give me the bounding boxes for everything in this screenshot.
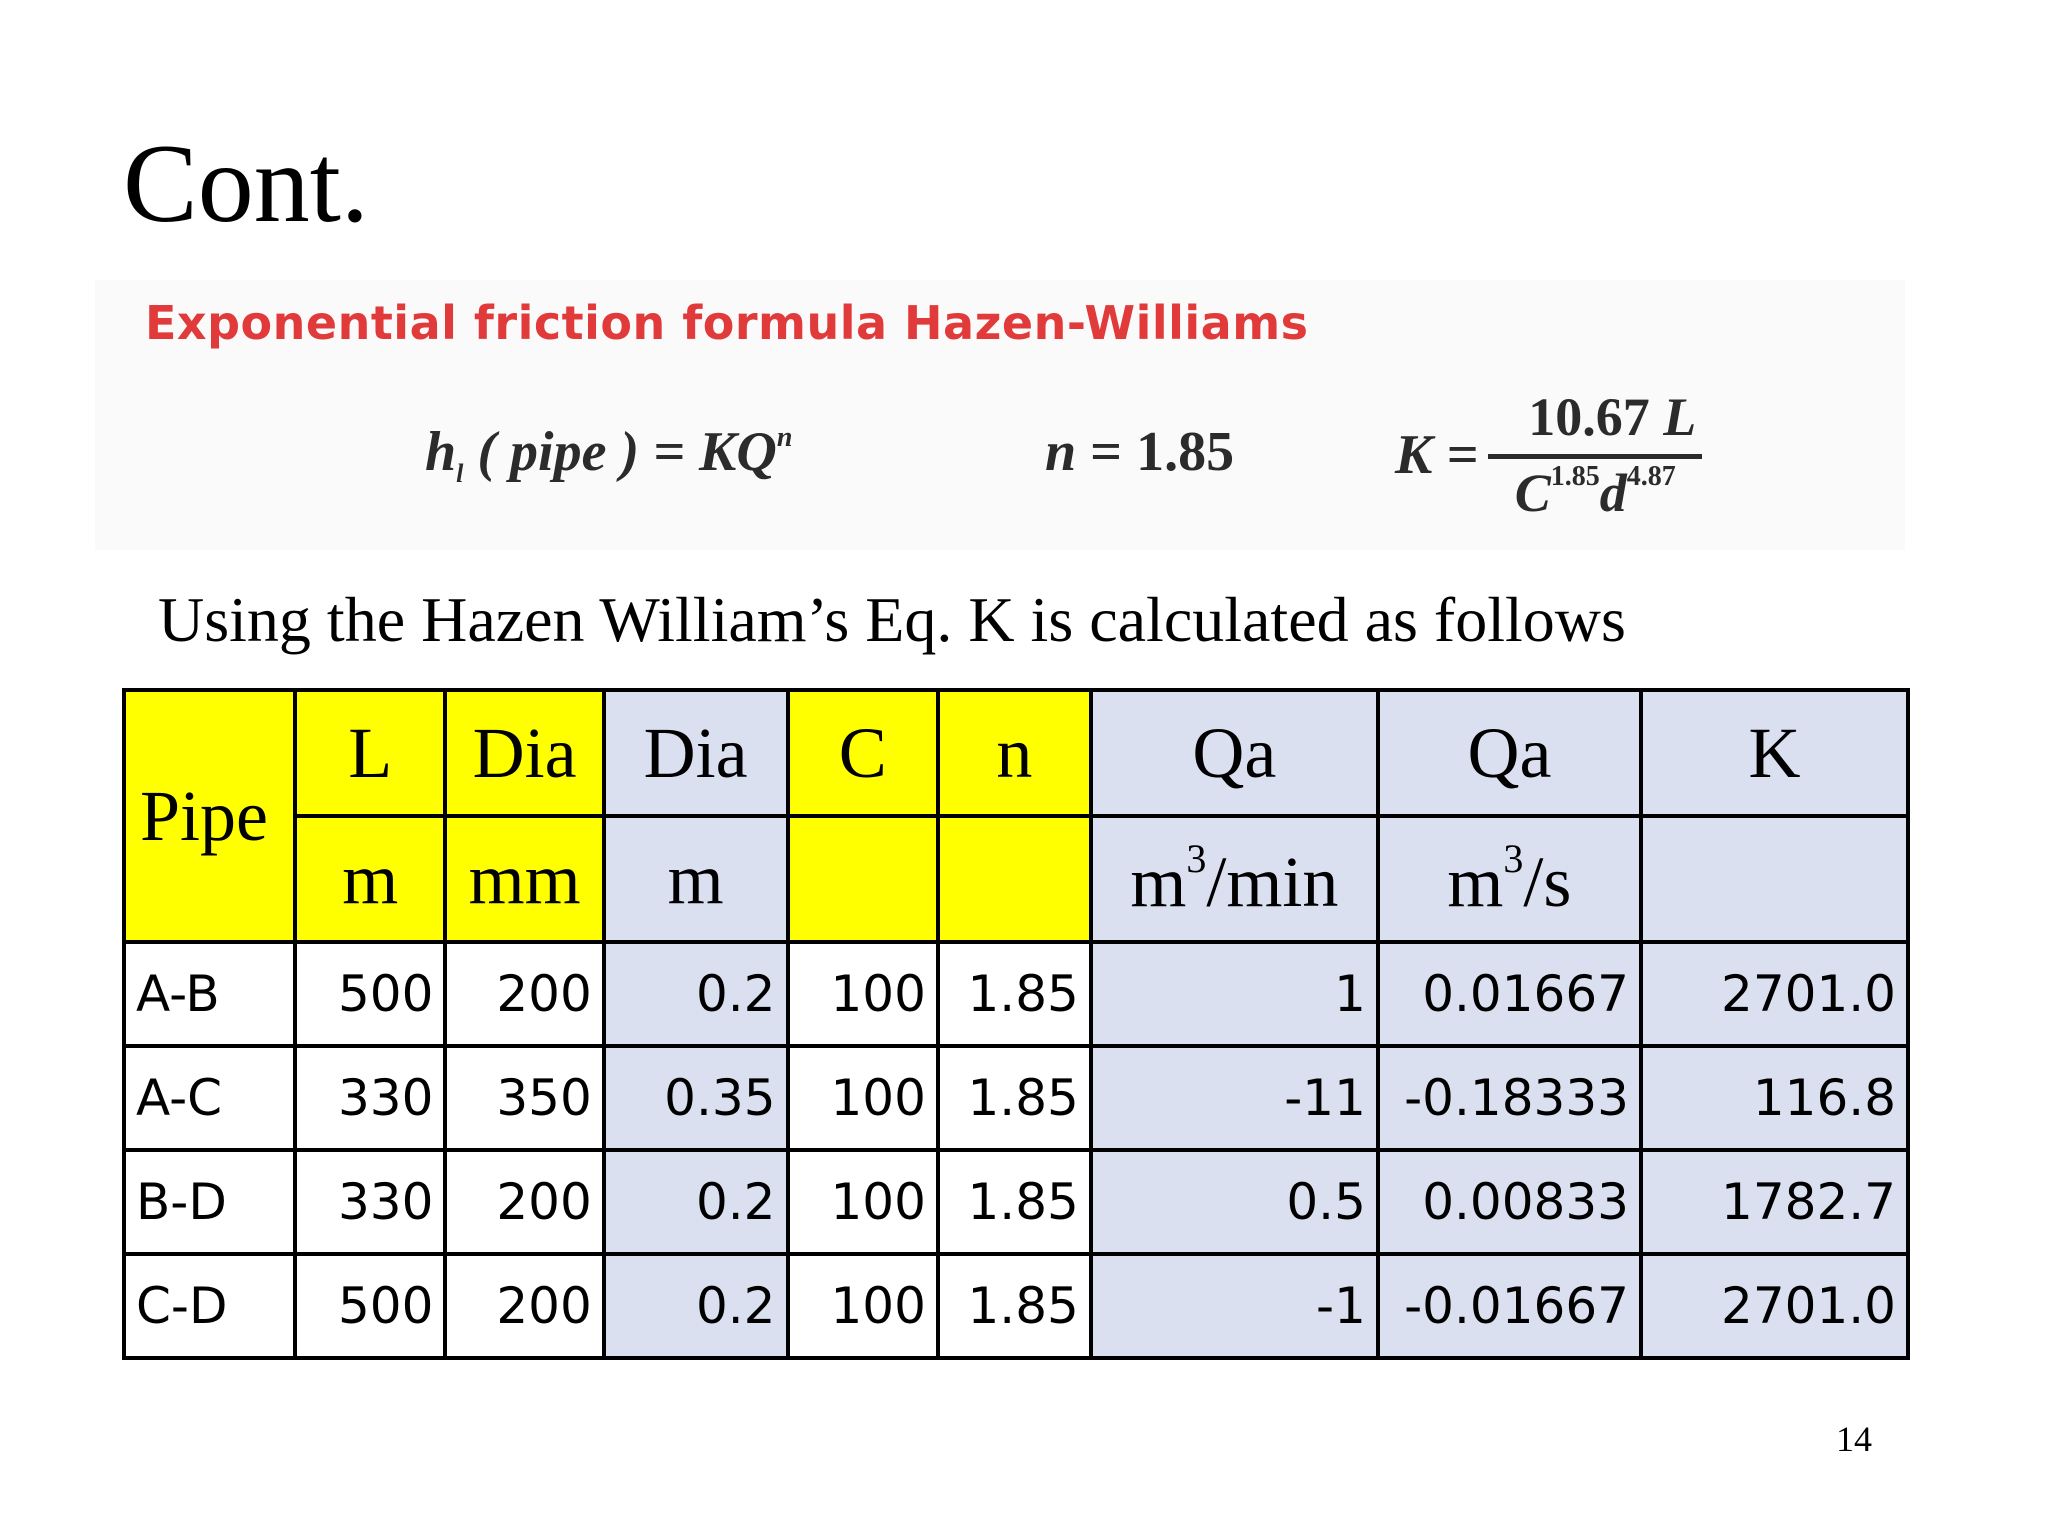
table-row: C-D 500 200 0.2 100 1.85 -1 -0.01667 270… [121,1252,1911,1360]
eq1-sub: l [456,459,464,489]
unit-qa-min-base: m [1130,841,1187,922]
eq2-val: = 1.85 [1076,421,1235,483]
table-row: A-C 330 350 0.35 100 1.85 -11 -0.18333 1… [121,1044,1911,1152]
unit-qa-s-sup: 3 [1503,835,1524,881]
cell-dia-m: 0.2 [601,1252,790,1360]
cell-c: 100 [785,1148,940,1256]
eq3-numerator: 10.67 L [1488,386,1703,459]
cell-dia-mm: 200 [443,1148,606,1256]
eq1-lhs: h [425,421,457,483]
unit-qa-min-sup: 3 [1186,835,1207,881]
cell-k: 1782.7 [1638,1148,1911,1256]
cell-k: 116.8 [1638,1044,1911,1152]
cell-l: 330 [293,1044,448,1152]
unit-qa-min-rest: /min [1206,841,1339,922]
equation-k: K = 10.67 L C1.85d4.87 [1395,387,1703,523]
cell-qa-s: 0.00833 [1375,1148,1643,1256]
unit-k [1638,814,1911,944]
col-header-pipe: Pipe [121,688,298,944]
cell-qa-min: 0.5 [1088,1148,1380,1256]
k-calculation-table: Pipe L Dia Dia C n Qa Qa K m mm m m3/min… [121,688,1911,1360]
table-row: B-D 330 200 0.2 100 1.85 0.5 0.00833 178… [121,1148,1911,1256]
col-header-l: L [293,688,448,818]
col-header-dia-m: Dia [601,688,790,818]
unit-qa-s-base: m [1447,841,1504,922]
col-header-k: K [1638,688,1911,818]
col-header-dia-mm: Dia [443,688,606,818]
eq3-num-val: 10.67 [1528,387,1664,447]
cell-qa-s: -0.18333 [1375,1044,1643,1152]
col-header-qa-s: Qa [1375,688,1643,818]
eq3-den-d-exp: 4.87 [1626,461,1676,492]
eq2-var: n [1045,421,1077,483]
cell-qa-s: 0.01667 [1375,940,1643,1048]
unit-c [785,814,940,944]
cell-l: 500 [293,1252,448,1360]
cell-l: 500 [293,940,448,1048]
slide-title: Cont. [123,122,369,246]
col-header-c: C [785,688,940,818]
eq1-mid: ( pipe ) = KQ [463,421,777,483]
cell-k: 2701.0 [1638,940,1911,1048]
cell-dia-mm: 350 [443,1044,606,1152]
cell-k: 2701.0 [1638,1252,1911,1360]
col-header-qa-min: Qa [1088,688,1380,818]
cell-n: 1.85 [935,1044,1093,1152]
unit-dia-mm: mm [443,814,606,944]
table-row: A-B 500 200 0.2 100 1.85 1 0.01667 2701.… [121,940,1911,1048]
cell-pipe: A-B [121,940,298,1048]
cell-pipe: A-C [121,1044,298,1152]
cell-c: 100 [785,1044,940,1152]
formula-heading: Exponential friction formula Hazen-Willi… [145,296,1309,350]
cell-c: 100 [785,1252,940,1360]
eq3-num-var: L [1663,387,1697,447]
eq3-denominator: C1.85d4.87 [1515,459,1676,524]
eq3-den-c-exp: 1.85 [1550,461,1600,492]
cell-qa-min: 1 [1088,940,1380,1048]
cell-dia-m: 0.2 [601,1148,790,1256]
cell-dia-m: 0.35 [601,1044,790,1152]
eq3-fraction: 10.67 L C1.85d4.87 [1488,386,1703,524]
cell-n: 1.85 [935,940,1093,1048]
unit-dia-m: m [601,814,790,944]
cell-pipe: C-D [121,1252,298,1360]
unit-qa-s-rest: /s [1523,841,1572,922]
cell-l: 330 [293,1148,448,1256]
unit-qa-s: m3/s [1375,814,1643,944]
cell-dia-m: 0.2 [601,940,790,1048]
cell-dia-mm: 200 [443,1252,606,1360]
cell-c: 100 [785,940,940,1048]
eq3-lhs: K = [1395,424,1479,486]
header-row-units: m mm m m3/min m3/s [124,814,1911,944]
header-row-top: Pipe L Dia Dia C n Qa Qa K [121,688,1911,944]
cell-dia-mm: 200 [443,940,606,1048]
equation-n: n = 1.85 [1045,420,1234,550]
equation-head-loss: hl ( pipe ) = KQn [425,420,792,550]
eq1-sup: n [776,422,793,453]
col-header-n: n [935,688,1093,818]
unit-l: m [293,814,448,944]
cell-n: 1.85 [935,1148,1093,1256]
page-number: 14 [1836,1419,1872,1459]
cell-qa-s: -0.01667 [1375,1252,1643,1360]
formula-image: Exponential friction formula Hazen-Willi… [95,280,1905,550]
unit-qa-min: m3/min [1088,814,1380,944]
unit-n [935,814,1093,944]
cell-qa-min: -1 [1088,1252,1380,1360]
cell-qa-min: -11 [1088,1044,1380,1152]
eq3-den-d: d [1599,463,1627,523]
cell-n: 1.85 [935,1252,1093,1360]
eq3-den-c: C [1514,463,1551,523]
cell-pipe: B-D [121,1148,298,1256]
intro-text: Using the Hazen William’s Eq. K is calcu… [158,584,1626,655]
